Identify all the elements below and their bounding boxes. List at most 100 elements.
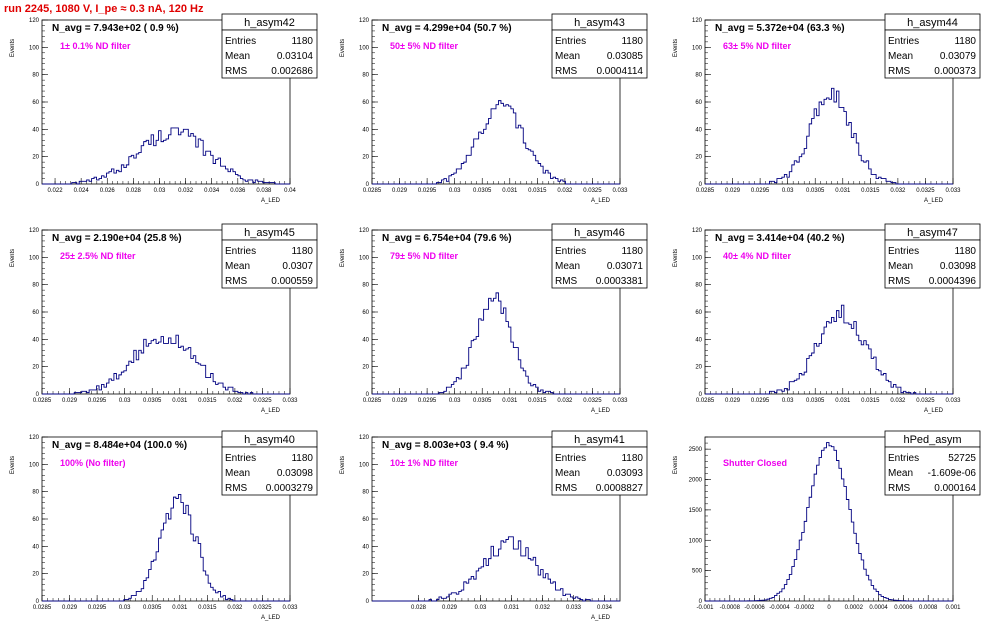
stat-value: 1180 xyxy=(954,246,976,257)
y-tick-label: 100 xyxy=(29,462,40,468)
stat-name: Mean xyxy=(225,468,250,479)
y-axis-title: Events xyxy=(673,39,679,57)
x-tick-label: 0.033 xyxy=(566,605,582,611)
x-tick-label: 0.0295 xyxy=(751,188,770,194)
y-tick-label: 2500 xyxy=(689,447,703,453)
x-tick-label: 0.04 xyxy=(284,188,296,194)
y-tick-label: 120 xyxy=(359,435,370,441)
stat-name: Entries xyxy=(555,453,586,464)
stat-value: 1180 xyxy=(291,246,313,257)
stat-name: RMS xyxy=(888,66,911,77)
x-tick-label: 0.03 xyxy=(782,188,794,194)
histogram-name: h_asym41 xyxy=(574,434,625,446)
y-tick-label: 1500 xyxy=(689,508,703,514)
stats-box xyxy=(551,446,648,496)
stat-value: 0.0008827 xyxy=(596,483,644,494)
filter-label: 25± 2.5% ND filter xyxy=(60,251,136,261)
y-tick-label: 100 xyxy=(692,45,703,51)
y-tick-label: 100 xyxy=(359,462,370,468)
y-tick-label: 100 xyxy=(692,255,703,261)
histogram-line xyxy=(372,536,620,602)
y-tick-label: 60 xyxy=(32,310,39,316)
stats-box xyxy=(884,29,981,79)
x-tick-label: 0.028 xyxy=(126,188,142,194)
histogram-line xyxy=(705,442,953,602)
filter-label: 40± 4% ND filter xyxy=(723,251,791,261)
navg-label: N_avg = 5.372e+04 (63.3 %) xyxy=(715,23,845,34)
x-tick-label: -0.0006 xyxy=(744,605,765,611)
y-tick-label: 80 xyxy=(362,73,369,79)
stat-value: 1180 xyxy=(621,246,643,257)
histogram-svg: 0 20 40 60 80 100 120 0.0285 0.029 0.0295 0.03 0.03… xyxy=(673,13,981,204)
y-axis-title: Events xyxy=(10,456,16,474)
x-tick-label: 0.0295 xyxy=(418,398,437,404)
y-tick-label: 40 xyxy=(32,127,39,133)
stat-value: 0.0003279 xyxy=(266,483,314,494)
x-tick-label: 0.03 xyxy=(119,398,131,404)
stat-value: 0.03079 xyxy=(940,51,977,62)
filter-label: 79± 5% ND filter xyxy=(390,251,458,261)
stats-box xyxy=(221,446,318,496)
x-axis-title: A_LED xyxy=(591,198,611,204)
x-tick-label: -0.0008 xyxy=(720,605,741,611)
histogram-name: h_asym40 xyxy=(244,434,295,446)
y-tick-label: 0 xyxy=(366,392,370,398)
y-tick-label: 80 xyxy=(695,283,702,289)
histogram-line xyxy=(42,334,290,395)
y-tick-label: 2000 xyxy=(689,478,703,484)
stat-name: Mean xyxy=(225,261,250,272)
stat-value: 0.0307 xyxy=(282,261,313,272)
x-tick-label: 0.0295 xyxy=(418,188,437,194)
x-axis-title: A_LED xyxy=(924,408,944,414)
x-tick-label: 0.034 xyxy=(597,605,613,611)
histogram-panel-h_asym44: 0 20 40 60 80 100 120 0.0285 0.029 0.0295 0.03 0.03… xyxy=(663,8,983,208)
y-tick-label: 80 xyxy=(362,283,369,289)
histogram-line xyxy=(42,493,290,602)
y-tick-label: 60 xyxy=(695,100,702,106)
stat-value: 0.03085 xyxy=(607,51,644,62)
stat-name: Entries xyxy=(888,246,919,257)
stat-value: 0.002686 xyxy=(271,66,313,77)
stat-name: Mean xyxy=(225,51,250,62)
y-tick-label: 500 xyxy=(692,569,703,575)
y-axis-title: Events xyxy=(10,39,16,57)
stat-value: 1180 xyxy=(291,453,313,464)
stat-name: RMS xyxy=(225,276,248,287)
x-tick-label: -0.001 xyxy=(696,605,714,611)
y-tick-label: 120 xyxy=(359,18,370,24)
navg-label: N_avg = 4.299e+04 (50.7 %) xyxy=(382,23,512,34)
x-tick-label: 0.0305 xyxy=(806,398,825,404)
y-tick-label: 80 xyxy=(362,490,369,496)
x-tick-label: 0.001 xyxy=(945,605,961,611)
x-tick-label: 0.0285 xyxy=(33,398,52,404)
stat-value: 0.000164 xyxy=(934,483,976,494)
y-tick-label: 0 xyxy=(36,599,40,605)
x-tick-label: 0.036 xyxy=(230,188,246,194)
y-tick-label: 20 xyxy=(32,155,39,161)
y-tick-label: 20 xyxy=(32,572,39,578)
stat-value: 0.03093 xyxy=(607,468,644,479)
x-tick-label: 0.0004 xyxy=(869,605,888,611)
stat-value: 0.03071 xyxy=(607,261,644,272)
stat-name: Entries xyxy=(888,36,919,47)
x-tick-label: 0.0285 xyxy=(696,398,715,404)
x-tick-label: 0.038 xyxy=(256,188,272,194)
y-tick-label: 0 xyxy=(699,182,703,188)
histogram-name: h_asym43 xyxy=(574,17,625,29)
y-tick-label: 60 xyxy=(362,100,369,106)
y-axis-title: Events xyxy=(10,249,16,267)
x-tick-label: 0.0305 xyxy=(143,398,162,404)
y-tick-label: 120 xyxy=(692,18,703,24)
y-tick-label: 20 xyxy=(695,365,702,371)
y-tick-label: 120 xyxy=(29,18,40,24)
y-tick-label: 100 xyxy=(29,45,40,51)
y-tick-label: 40 xyxy=(695,127,702,133)
y-tick-label: 80 xyxy=(32,283,39,289)
x-tick-label: 0.0325 xyxy=(916,398,935,404)
x-axis-title: A_LED xyxy=(591,408,611,414)
y-tick-label: 80 xyxy=(695,73,702,79)
run-title: run 2245, 1080 V, I_pe ≈ 0.3 nA, 120 Hz xyxy=(4,3,204,15)
x-tick-label: 0.029 xyxy=(392,398,408,404)
stat-name: Mean xyxy=(555,261,580,272)
x-tick-label: 0.032 xyxy=(535,605,551,611)
